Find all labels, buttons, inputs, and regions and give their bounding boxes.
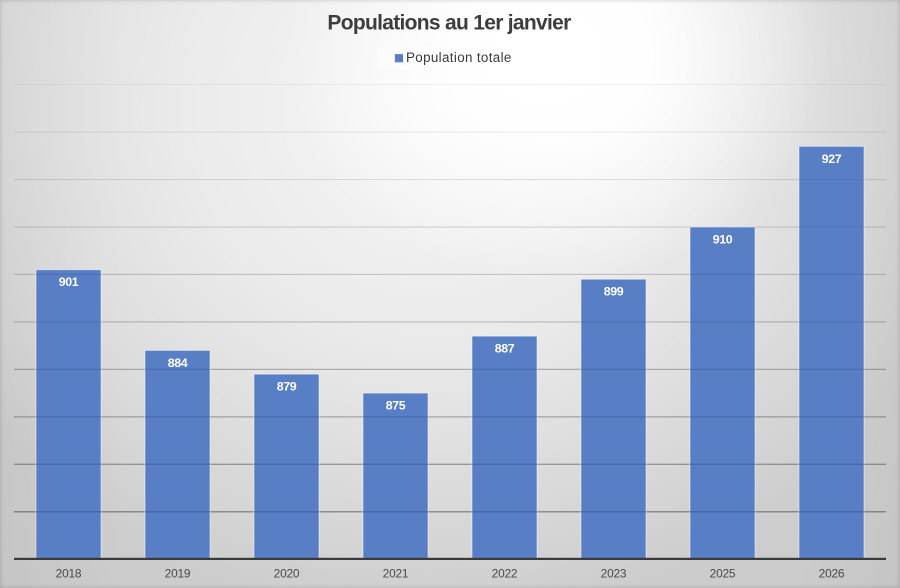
svg-text:2019: 2019 xyxy=(165,567,191,581)
svg-text:2020: 2020 xyxy=(274,567,300,581)
svg-text:910: 910 xyxy=(713,233,733,247)
svg-text:875: 875 xyxy=(386,399,406,413)
svg-text:887: 887 xyxy=(495,342,515,356)
svg-text:2023: 2023 xyxy=(601,567,627,581)
svg-text:899: 899 xyxy=(604,285,624,299)
svg-text:884: 884 xyxy=(168,356,188,370)
svg-text:2022: 2022 xyxy=(492,567,518,581)
svg-text:Populations au 1er janvier: Populations au 1er janvier xyxy=(327,11,571,34)
svg-text:Population totale: Population totale xyxy=(406,50,512,65)
svg-text:2018: 2018 xyxy=(56,567,82,581)
svg-text:927: 927 xyxy=(822,152,842,166)
svg-text:2021: 2021 xyxy=(383,567,409,581)
svg-text:2026: 2026 xyxy=(819,567,845,581)
svg-text:901: 901 xyxy=(59,275,79,289)
svg-text:879: 879 xyxy=(277,380,297,394)
svg-text:2025: 2025 xyxy=(710,567,736,581)
